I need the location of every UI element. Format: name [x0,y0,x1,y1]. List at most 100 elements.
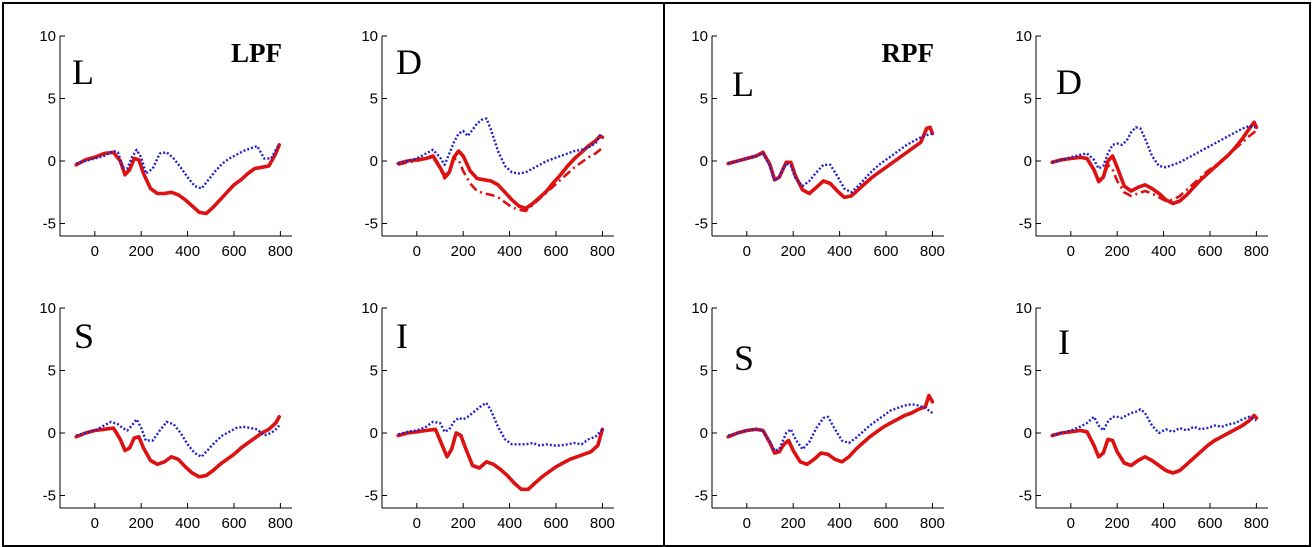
x-tick-label: 0 [1067,515,1075,532]
y-tick-label: -5 [695,488,708,505]
y-tick-label: 10 [39,300,56,317]
series-line-dotted [75,418,281,458]
x-tick-label: 200 [451,243,476,260]
x-tick-label: 0 [1067,243,1075,260]
y-tick-label: 0 [700,153,708,170]
series-line-dotted [397,117,603,175]
y-tick-label: 0 [1024,153,1032,170]
panel-label: L [72,52,94,92]
x-tick-label: 800 [268,243,293,260]
y-tick-label: 0 [370,153,378,170]
x-tick-label: 800 [920,515,945,532]
panel-7: -5 0 5 10 0 200 400 600 800 S [691,300,945,532]
panel-2: -5 0 5 10 0 200 400 600 800 D [361,28,615,260]
y-tick-label: 10 [1015,28,1032,45]
x-tick-label: 600 [543,515,568,532]
panel-3: -5 0 5 10 0 200 400 600 800 L RPF [691,28,945,260]
y-tick-label: 5 [1024,91,1032,108]
y-tick-label: 0 [48,425,56,442]
series-line-solid [726,125,935,200]
x-tick-label: 200 [129,243,154,260]
y-tick-label: 10 [1015,300,1032,317]
series-line-dashdot [397,147,604,213]
panel-label: D [1056,62,1082,102]
x-tick-label: 600 [1197,515,1222,532]
x-tick-label: 400 [1151,515,1176,532]
x-tick-label: 200 [129,515,154,532]
x-tick-label: 400 [175,515,200,532]
panel-label: S [734,338,754,378]
series-line-dotted [727,132,933,194]
series-line-solid [74,143,282,216]
series-line-solid [74,414,282,479]
y-tick-label: -5 [695,216,708,233]
y-tick-label: 5 [700,363,708,380]
series-line-dotted [727,403,934,452]
y-tick-label: 5 [1024,363,1032,380]
y-tick-label: -5 [1019,488,1032,505]
y-tick-label: 5 [370,91,378,108]
series-line-solid [726,393,935,467]
x-tick-label: 0 [743,243,751,260]
x-tick-label: 600 [1197,243,1222,260]
y-tick-label: 0 [48,153,56,170]
x-tick-label: 800 [1244,515,1269,532]
panel-6: -5 0 5 10 0 200 400 600 800 I [361,300,615,532]
x-tick-label: 0 [743,515,751,532]
panel-5: -5 0 5 10 0 200 400 600 800 S [39,300,293,532]
x-tick-label: 800 [590,515,615,532]
y-tick-label: -5 [365,216,378,233]
x-tick-label: 200 [781,243,806,260]
x-tick-label: 0 [91,515,99,532]
x-tick-label: 600 [221,515,246,532]
x-tick-label: 0 [413,515,421,532]
y-tick-label: 10 [691,28,708,45]
y-tick-label: 0 [700,425,708,442]
panel-4: -5 0 5 10 0 200 400 600 800 D [1015,28,1269,260]
series-line-dotted [1051,408,1257,437]
x-tick-label: 200 [1105,243,1130,260]
y-tick-label: 10 [361,300,378,317]
x-tick-label: 600 [873,515,898,532]
series-line-solid [396,427,605,492]
y-tick-label: 5 [48,91,56,108]
x-tick-label: 400 [1151,243,1176,260]
y-tick-label: -5 [365,488,378,505]
series-line-solid [1050,413,1259,475]
x-tick-label: 200 [451,515,476,532]
x-tick-label: 600 [873,243,898,260]
x-tick-label: 400 [827,243,852,260]
panel-label: L [732,64,754,104]
series-line-dotted [397,401,604,447]
x-tick-label: 0 [91,243,99,260]
panel-title: LPF [231,38,282,68]
x-tick-label: 200 [1105,515,1130,532]
y-tick-label: 5 [48,363,56,380]
y-tick-label: -5 [43,488,56,505]
panel-label: D [396,42,422,82]
y-tick-label: -5 [1019,216,1032,233]
panel-label: I [396,316,408,356]
series-line-dashdot [1051,129,1258,203]
y-tick-label: 0 [1024,425,1032,442]
series-line-solid [1050,120,1259,206]
panel-title: RPF [882,38,934,68]
x-tick-label: 800 [268,515,293,532]
panel-8: -5 0 5 10 0 200 400 600 800 I [1015,300,1269,532]
x-tick-label: 800 [1244,243,1269,260]
series-line-dotted [1051,124,1256,170]
y-tick-label: 0 [370,425,378,442]
x-tick-label: 800 [590,243,615,260]
series-line-dotted [75,144,281,190]
y-tick-label: 10 [39,28,56,45]
x-tick-label: 400 [827,515,852,532]
y-tick-label: 5 [700,91,708,108]
series-line-solid [396,134,605,211]
panel-label: I [1058,322,1070,362]
y-tick-label: 10 [691,300,708,317]
x-tick-label: 0 [413,243,421,260]
x-tick-label: 200 [781,515,806,532]
x-tick-label: 400 [497,515,522,532]
